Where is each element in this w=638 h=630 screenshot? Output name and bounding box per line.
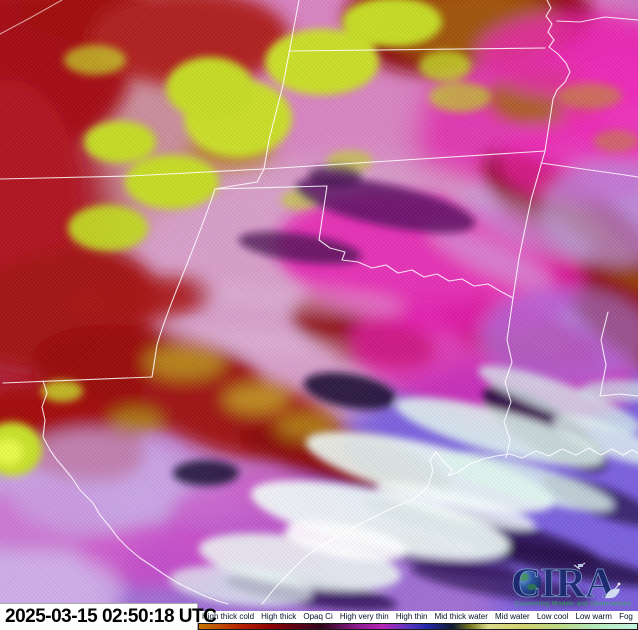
border-mo-river: [544, 0, 571, 152]
border-ok-panhandle: [214, 168, 328, 190]
border-red-river: [318, 239, 514, 299]
border-ia-mo: [556, 16, 638, 23]
border-ms-river: [599, 311, 609, 397]
timestamp-box: 2025-03-15 02:50:18 UTC: [0, 603, 217, 630]
border-37n: [0, 150, 546, 180]
legend-label: Opaq Ci: [303, 612, 333, 621]
border-ok-east: [512, 150, 546, 299]
border-ar-la: [599, 393, 638, 397]
legend-labels: High thick cold High thick Opaq Ci High …: [198, 611, 638, 623]
legend-label: Low cool: [536, 612, 569, 621]
border-mo-ar: [540, 162, 638, 178]
satellite-dish-icon: [605, 582, 621, 599]
border-sabine: [503, 339, 513, 459]
legend-label: High thick cold: [202, 612, 255, 621]
legend-label: High thin: [395, 612, 428, 621]
legend-label: Mid thick water: [434, 612, 488, 621]
border-rio-grande: [41, 380, 229, 605]
timestamp-text: 2025-03-15 02:50:18 UTC: [5, 606, 217, 627]
border-topleft: [0, 0, 63, 35]
logo-wordmark: CIRA: [511, 561, 616, 607]
legend-label: Mid water: [495, 612, 530, 621]
cira-logo: CIRA Connecting Models and Observations: [511, 560, 635, 608]
legend-label: High very thin: [339, 612, 389, 621]
border-102w: [263, 0, 300, 170]
border-tx-ar: [506, 297, 514, 341]
border-nm-32n: [2, 376, 153, 384]
border-100w: [318, 185, 328, 241]
border-gulf-coast: [261, 447, 638, 605]
legend-colorbar: [198, 623, 638, 630]
logo-tagline: Connecting Models and Observations: [515, 601, 632, 608]
border-40n: [288, 47, 546, 52]
satellite-icon: [573, 562, 586, 570]
legend-label: Fog: [619, 612, 633, 621]
legend-label: High thick: [261, 612, 297, 621]
cloud-type-legend: High thick cold High thick Opaq Ci High …: [198, 611, 638, 630]
legend-label: Low warm: [575, 612, 612, 621]
border-nm-tx-103w: [151, 188, 216, 378]
